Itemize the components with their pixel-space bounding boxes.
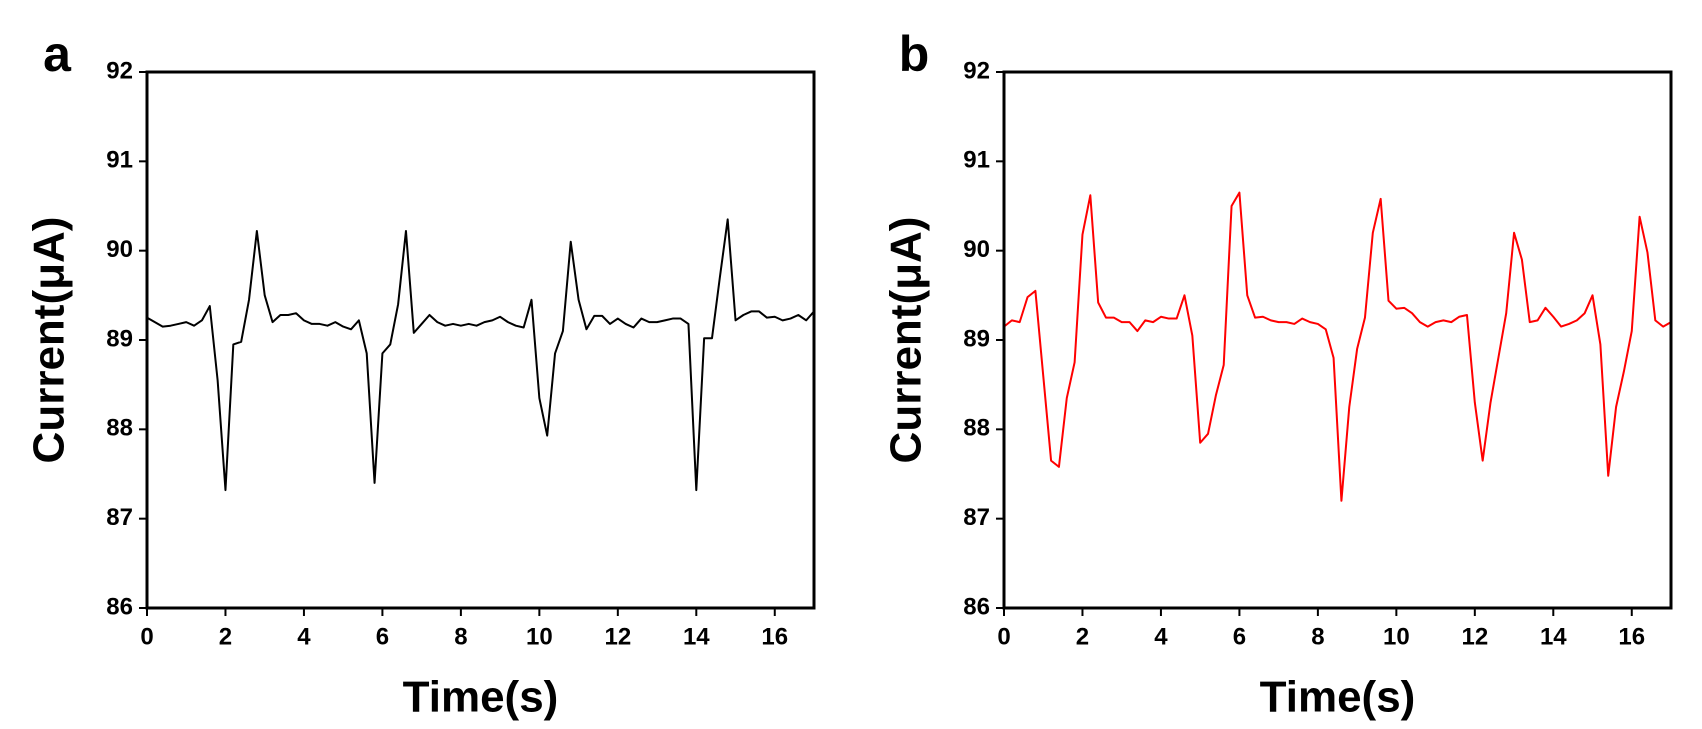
x-tick-label: 8 bbox=[454, 623, 467, 650]
y-tick-label: 91 bbox=[963, 147, 990, 174]
y-tick-label: 89 bbox=[106, 325, 133, 352]
data-line bbox=[146, 218, 815, 492]
x-tick-label: 0 bbox=[997, 623, 1010, 650]
x-axis-title: Time(s) bbox=[1260, 673, 1416, 722]
y-tick-label: 87 bbox=[106, 504, 133, 531]
x-tick-label: 12 bbox=[1461, 623, 1488, 650]
plot-frame bbox=[145, 70, 816, 610]
x-tick-label: 16 bbox=[1618, 623, 1645, 650]
x-tick-label: 4 bbox=[1154, 623, 1168, 650]
y-tick-label: 90 bbox=[106, 236, 133, 263]
x-tick-label: 14 bbox=[683, 623, 710, 650]
x-tick-label: 2 bbox=[1076, 623, 1089, 650]
y-tick-label: 88 bbox=[106, 415, 133, 442]
x-tick-label: 0 bbox=[140, 623, 153, 650]
y-tick-label: 92 bbox=[106, 57, 133, 84]
y-tick-label: 88 bbox=[963, 415, 990, 442]
x-tick-label: 10 bbox=[1383, 623, 1410, 650]
y-tick-label: 90 bbox=[963, 236, 990, 263]
y-tick-label: 92 bbox=[963, 57, 990, 84]
x-tick-label: 14 bbox=[1540, 623, 1567, 650]
plot-frame bbox=[1002, 70, 1673, 610]
y-tick-label: 86 bbox=[106, 593, 133, 620]
x-tick-label: 6 bbox=[1233, 623, 1246, 650]
x-tick-label: 12 bbox=[604, 623, 631, 650]
x-tick-label: 2 bbox=[219, 623, 232, 650]
x-tick-label: 4 bbox=[297, 623, 311, 650]
y-tick-label: 91 bbox=[106, 147, 133, 174]
panel-label: b bbox=[899, 26, 930, 82]
x-axis-title: Time(s) bbox=[403, 673, 559, 722]
x-tick-label: 16 bbox=[761, 623, 788, 650]
x-tick-label: 10 bbox=[526, 623, 553, 650]
y-tick-label: 89 bbox=[963, 325, 990, 352]
x-tick-label: 8 bbox=[1311, 623, 1324, 650]
y-tick-label: 86 bbox=[963, 593, 990, 620]
panel-label: a bbox=[43, 26, 72, 82]
y-axis-title: Current(μA) bbox=[882, 217, 931, 464]
y-axis-title: Current(μA) bbox=[25, 217, 74, 464]
data-line bbox=[1003, 191, 1672, 502]
y-tick-label: 87 bbox=[963, 504, 990, 531]
x-tick-label: 6 bbox=[376, 623, 389, 650]
